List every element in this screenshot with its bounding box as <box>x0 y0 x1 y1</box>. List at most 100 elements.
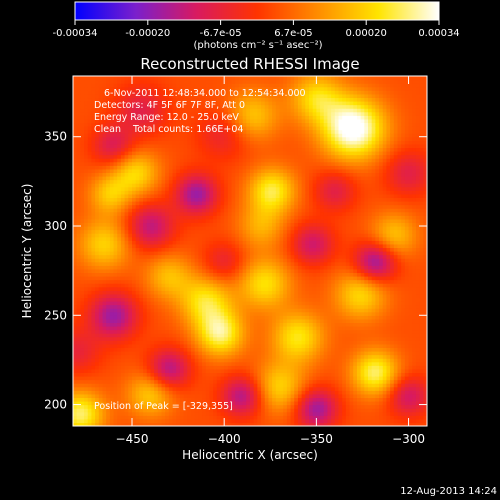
heatmap-cell <box>132 418 137 424</box>
heatmap-cell <box>143 254 148 259</box>
heatmap-cell <box>109 243 115 249</box>
heatmap-cell <box>253 379 258 384</box>
heatmap-cell <box>76 379 81 384</box>
heatmap-cell <box>139 111 144 116</box>
heatmap-cell <box>128 104 133 109</box>
heatmap-cell <box>161 168 166 174</box>
heatmap-cell <box>168 397 174 402</box>
heatmap-cell <box>202 83 207 88</box>
heatmap-cell <box>172 372 177 377</box>
heatmap-cell <box>220 122 225 127</box>
heatmap-cell <box>231 186 236 191</box>
heatmap-cell <box>213 226 218 231</box>
heatmap-cell <box>150 208 155 213</box>
heatmap-cell <box>139 161 144 166</box>
heatmap-cell <box>161 418 166 424</box>
heatmap-cell <box>224 408 229 413</box>
heatmap-cell <box>220 347 225 352</box>
heatmap-cell <box>113 101 118 106</box>
heatmap-cell <box>132 258 137 263</box>
heatmap-cell <box>227 215 233 220</box>
heatmap-cell <box>246 401 251 406</box>
heatmap-cell <box>143 136 148 141</box>
heatmap-cell <box>220 140 225 145</box>
heatmap-cell <box>176 404 181 409</box>
heatmap-cell <box>213 261 218 266</box>
heatmap-cell <box>165 304 170 309</box>
heatmap-cell <box>102 93 107 99</box>
heatmap-cell <box>198 422 203 426</box>
heatmap-cell <box>172 122 177 127</box>
heatmap-cell <box>87 151 93 156</box>
heatmap-cell <box>109 236 115 241</box>
heatmap-cell <box>205 108 211 113</box>
heatmap-cell <box>224 318 229 324</box>
heatmap-cell <box>106 126 111 131</box>
heatmap-cell <box>117 311 122 316</box>
heatmap-cell <box>91 229 96 234</box>
heatmap-cell <box>179 108 185 113</box>
heatmap-cell <box>183 201 188 206</box>
heatmap-cell <box>172 204 177 209</box>
heatmap-cell <box>235 283 240 288</box>
heatmap-cell <box>113 193 118 199</box>
heatmap-cell <box>253 354 258 359</box>
heatmap-cell <box>84 186 89 191</box>
heatmap-cell <box>176 126 181 131</box>
heatmap-cell <box>231 279 236 284</box>
heatmap-cell <box>80 293 85 299</box>
heatmap-cell <box>165 151 170 156</box>
heatmap-cell <box>135 276 140 281</box>
heatmap-cell <box>124 368 129 374</box>
heatmap-cell <box>95 226 100 231</box>
heatmap-cell <box>124 218 129 224</box>
heatmap-cell <box>91 322 96 327</box>
heatmap-cell <box>224 197 229 202</box>
heatmap-cell <box>224 383 229 388</box>
heatmap-cell <box>220 104 225 109</box>
heatmap-cell <box>154 386 159 391</box>
heatmap-cell <box>143 215 148 220</box>
heatmap-cell <box>224 236 229 241</box>
heatmap-cell <box>220 86 225 91</box>
heatmap-cell <box>109 229 115 234</box>
heatmap-cell <box>165 329 170 334</box>
heatmap-cell <box>250 301 255 306</box>
heatmap-cell <box>143 329 148 334</box>
heatmap-cell <box>168 318 174 324</box>
heatmap-cell <box>209 201 214 206</box>
heatmap-cell <box>202 401 207 406</box>
heatmap-cell <box>220 283 225 288</box>
heatmap-cell <box>213 154 218 159</box>
heatmap-cell <box>157 408 163 413</box>
heatmap-cell <box>157 179 163 184</box>
heatmap-cell <box>132 233 137 238</box>
heatmap-cell <box>227 151 233 156</box>
heatmap-cell <box>135 322 140 327</box>
heatmap-cell <box>194 297 199 302</box>
heatmap-cell <box>209 129 214 134</box>
heatmap-cell <box>183 158 188 163</box>
heatmap-cell <box>120 190 126 195</box>
heatmap-cell <box>220 372 225 377</box>
heatmap-cell <box>238 161 244 166</box>
heatmap-cell <box>102 343 107 349</box>
heatmap-cell <box>172 140 177 145</box>
heatmap-cell <box>139 76 144 81</box>
heatmap-cell <box>76 197 81 202</box>
heatmap-cell <box>250 286 255 291</box>
heatmap-cell <box>135 318 140 324</box>
heatmap-cell <box>205 293 211 299</box>
heatmap-cell <box>95 326 100 331</box>
heatmap-cell <box>73 76 78 81</box>
heatmap-cell <box>76 322 81 327</box>
heatmap-cell <box>183 186 188 191</box>
heatmap-cell <box>250 358 255 363</box>
heatmap-cell <box>109 108 115 113</box>
heatmap-cell <box>113 404 118 409</box>
heatmap-cell <box>183 383 188 388</box>
heatmap-cell <box>242 186 247 191</box>
heatmap-cell <box>235 168 240 174</box>
heatmap-cell <box>95 136 100 141</box>
heatmap-cell <box>253 165 258 170</box>
